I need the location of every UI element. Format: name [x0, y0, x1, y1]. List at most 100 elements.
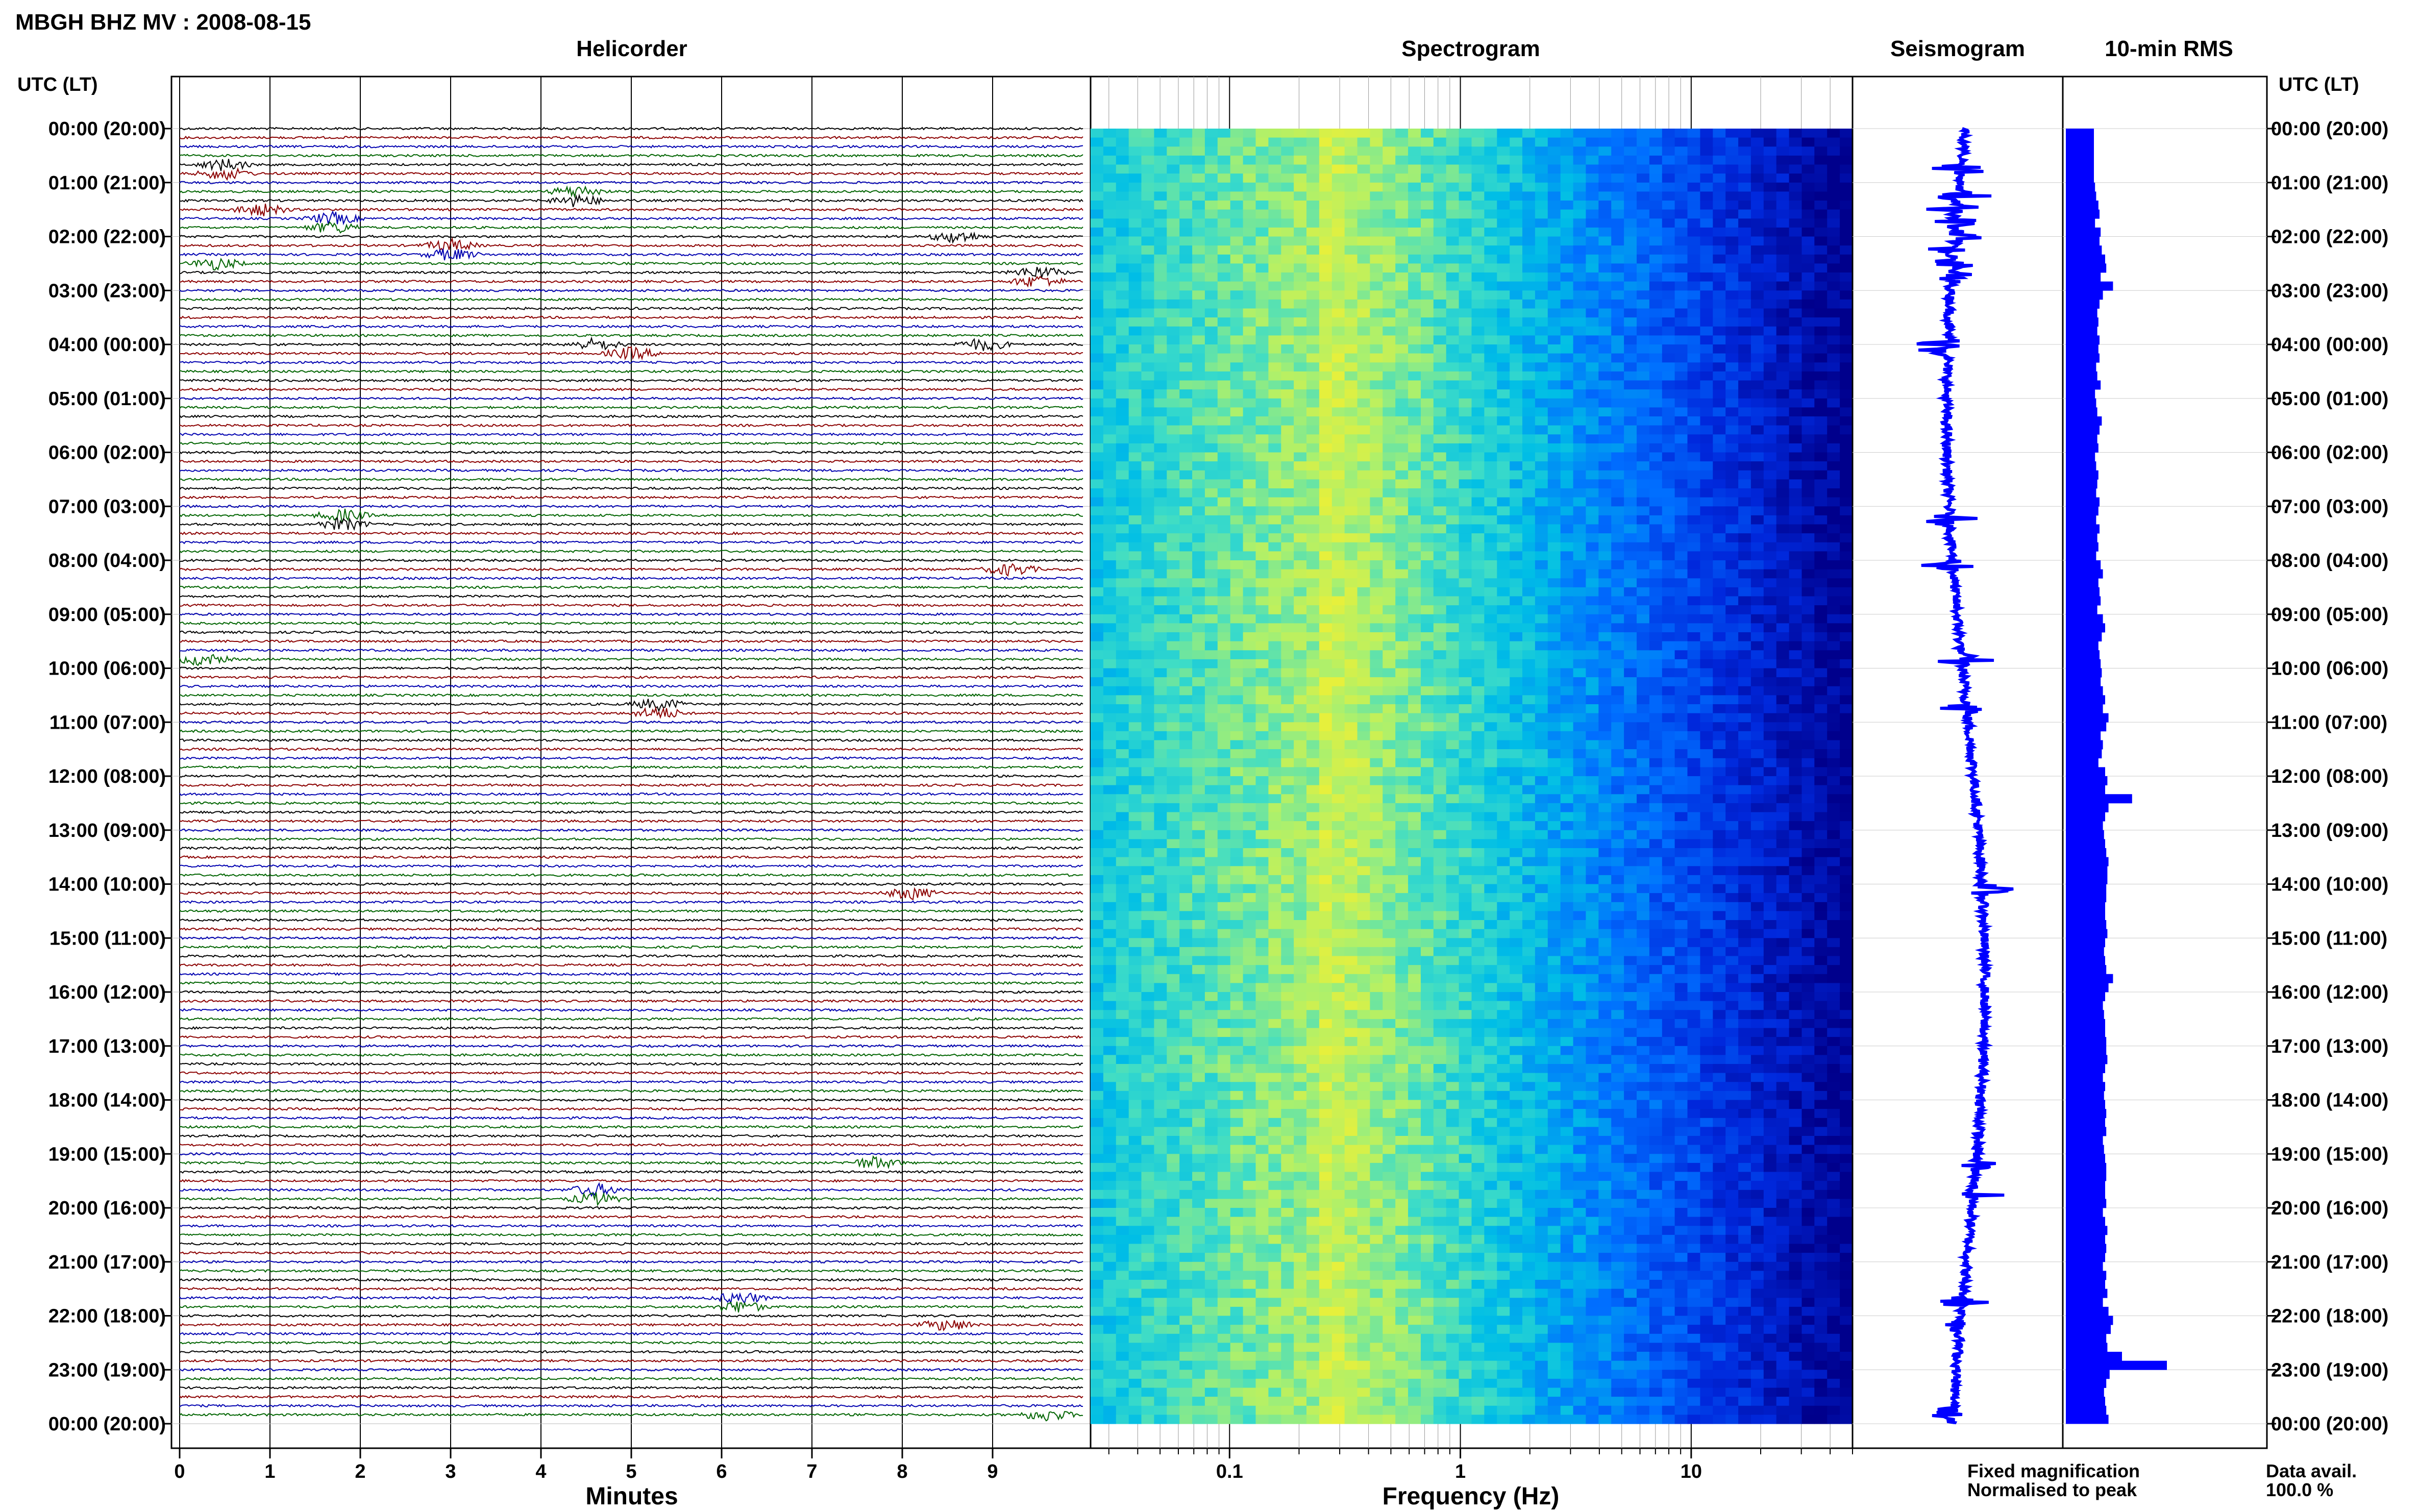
spectrogram-cell: [1167, 659, 1180, 669]
spectrogram-cell: [1408, 596, 1421, 606]
spectrogram-cell: [1154, 749, 1167, 759]
spectrogram-cell: [1243, 758, 1256, 767]
spectrogram-cell: [1217, 1253, 1231, 1262]
spectrogram-cell: [1433, 1244, 1447, 1253]
spectrogram-cell: [1179, 236, 1193, 246]
spectrogram-cell: [1306, 1154, 1320, 1163]
spectrogram-cell: [1484, 983, 1497, 993]
spectrogram-cell: [1141, 659, 1154, 669]
spectrogram-cell: [1103, 1028, 1117, 1037]
spectrogram-cell: [1395, 821, 1409, 831]
spectrogram-cell: [1306, 164, 1320, 174]
spectrogram-cell: [1128, 1244, 1142, 1253]
spectrogram-cell: [1116, 1253, 1129, 1262]
spectrogram-cell: [1268, 731, 1281, 741]
spectrogram-cell: [1433, 1118, 1447, 1127]
spectrogram-cell: [1306, 722, 1320, 732]
spectrogram-cell: [1484, 974, 1497, 983]
spectrogram-cell: [1319, 1333, 1332, 1343]
spectrogram-cell: [1217, 839, 1231, 849]
spectrogram-cell: [1370, 704, 1383, 714]
spectrogram-cell: [1357, 1162, 1371, 1173]
spectrogram-cell: [1192, 263, 1205, 273]
spectrogram-cell: [1141, 551, 1154, 561]
spectrogram-cell: [1433, 272, 1447, 282]
spectrogram-cell: [1103, 191, 1117, 201]
spectrogram-cell: [1268, 722, 1281, 732]
spectrogram-cell: [1331, 416, 1345, 426]
spectrogram-cell: [1459, 1397, 1472, 1406]
spectrogram-cell: [1459, 1055, 1472, 1064]
spectrogram-cell: [1395, 470, 1409, 480]
spectrogram-cell: [1091, 686, 1104, 696]
spectrogram-cell: [1383, 623, 1396, 633]
helicorder-trace: [179, 1313, 1083, 1318]
spectrogram-cell: [1344, 201, 1358, 210]
spectrogram-cell: [1421, 713, 1434, 723]
spectrogram-cell: [1383, 1181, 1396, 1191]
spectrogram-cell: [1204, 1217, 1218, 1226]
spectrogram-cell: [1484, 965, 1497, 975]
spectrogram-cell: [1484, 749, 1497, 759]
spectrogram-cell: [1344, 1136, 1358, 1146]
spectrogram-cell: [1306, 650, 1320, 660]
spectrogram-cell: [1484, 1370, 1497, 1379]
spectrogram-cell: [1243, 380, 1256, 390]
spectrogram-cell: [1357, 1189, 1371, 1199]
spectrogram-cell: [1167, 1226, 1180, 1235]
spectrogram-cell: [1255, 785, 1269, 795]
spectrogram-cell: [1217, 362, 1231, 372]
spectrogram-cell: [1459, 668, 1472, 678]
spectrogram-cell: [1344, 821, 1358, 831]
spectrogram-cell: [1395, 1387, 1409, 1397]
spectrogram-cell: [1179, 803, 1193, 813]
spectrogram-cell: [1128, 290, 1142, 300]
spectrogram-cell: [1141, 740, 1154, 750]
spectrogram-cell: [1255, 749, 1269, 759]
spectrogram-cell: [1294, 1234, 1307, 1245]
helicorder-trace: [179, 1214, 1083, 1219]
spectrogram-cell: [1217, 416, 1231, 426]
spectrogram-cell: [1243, 182, 1256, 192]
spectrogram-cell: [1179, 488, 1193, 498]
spectrogram-cell: [1154, 866, 1167, 876]
spectrogram-cell: [1204, 425, 1218, 435]
spectrogram-cell: [1357, 155, 1371, 165]
spectrogram-cell: [1471, 416, 1485, 426]
spectrogram-cell: [1154, 614, 1167, 624]
spectrogram-cell: [1344, 1415, 1358, 1424]
spectrogram-cell: [1446, 713, 1460, 723]
spectrogram-cell: [1344, 965, 1358, 975]
spectrogram-cell: [1395, 254, 1409, 264]
spectrogram-cell: [1243, 1082, 1256, 1092]
helicorder-trace: [179, 1404, 1083, 1408]
spectrogram-cell: [1141, 1162, 1154, 1173]
spectrogram-cell: [1294, 1037, 1307, 1047]
time-label-right: 00:00 (20:00): [2271, 1414, 2388, 1435]
spectrogram-cell: [1370, 407, 1383, 417]
spectrogram-cell: [1154, 983, 1167, 993]
spectrogram-cell: [1192, 956, 1205, 965]
spectrogram-cell: [1281, 524, 1294, 534]
spectrogram-cell: [1128, 965, 1142, 975]
spectrogram-cell: [1179, 938, 1193, 948]
spectrogram-cell: [1484, 677, 1497, 687]
spectrogram-cell: [1446, 1010, 1460, 1020]
spectrogram-cell: [1255, 1333, 1269, 1343]
spectrogram-cell: [1459, 965, 1472, 975]
spectrogram-cell: [1179, 1162, 1193, 1173]
spectrogram-cell: [1268, 560, 1281, 570]
spectrogram-cell: [1383, 263, 1396, 273]
spectrogram-cell: [1421, 857, 1434, 866]
spectrogram-cell: [1331, 1234, 1345, 1245]
spectrogram-cell: [1116, 254, 1129, 264]
spectrogram-cell: [1344, 1370, 1358, 1379]
spectrogram-cell: [1268, 1415, 1281, 1424]
spectrogram-cell: [1141, 785, 1154, 795]
spectrogram-cell: [1091, 461, 1104, 471]
spectrogram-cell: [1281, 731, 1294, 741]
spectrogram-cell: [1204, 245, 1218, 255]
spectrogram-cell: [1217, 1387, 1231, 1397]
spectrogram-cell: [1370, 605, 1383, 615]
spectrogram-cell: [1230, 1405, 1244, 1415]
